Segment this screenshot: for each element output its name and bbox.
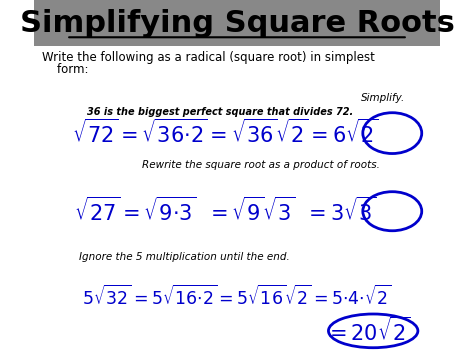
Text: 36 is the biggest perfect square that divides 72.: 36 is the biggest perfect square that di… (87, 107, 353, 117)
FancyBboxPatch shape (34, 0, 440, 46)
Text: $= 20\sqrt{2}$: $= 20\sqrt{2}$ (325, 317, 410, 345)
Text: Write the following as a radical (square root) in simplest: Write the following as a radical (square… (42, 51, 375, 64)
Text: $5\sqrt{32} = 5\sqrt{16{\cdot}2} = 5\sqrt{16}\sqrt{2} = 5{\cdot}4{\cdot}\sqrt{2}: $5\sqrt{32} = 5\sqrt{16{\cdot}2} = 5\sqr… (82, 284, 392, 308)
Text: Rewrite the square root as a product of roots.: Rewrite the square root as a product of … (143, 160, 380, 170)
Text: $\sqrt{72} = \sqrt{36{\cdot}2} = \sqrt{36}\sqrt{2} = 6\sqrt{2}$: $\sqrt{72} = \sqrt{36{\cdot}2} = \sqrt{3… (72, 119, 378, 147)
Text: $\sqrt{27} = \sqrt{9{\cdot}3}\;\; = \sqrt{9}\sqrt{3} \;\;= 3\sqrt{3}$: $\sqrt{27} = \sqrt{9{\cdot}3}\;\; = \sqr… (73, 197, 376, 225)
Text: Ignore the 5 multiplication until the end.: Ignore the 5 multiplication until the en… (79, 252, 290, 262)
Text: Simplifying Square Roots: Simplifying Square Roots (19, 9, 455, 38)
Text: form:: form: (42, 63, 88, 76)
Text: Simplify.: Simplify. (361, 93, 405, 103)
